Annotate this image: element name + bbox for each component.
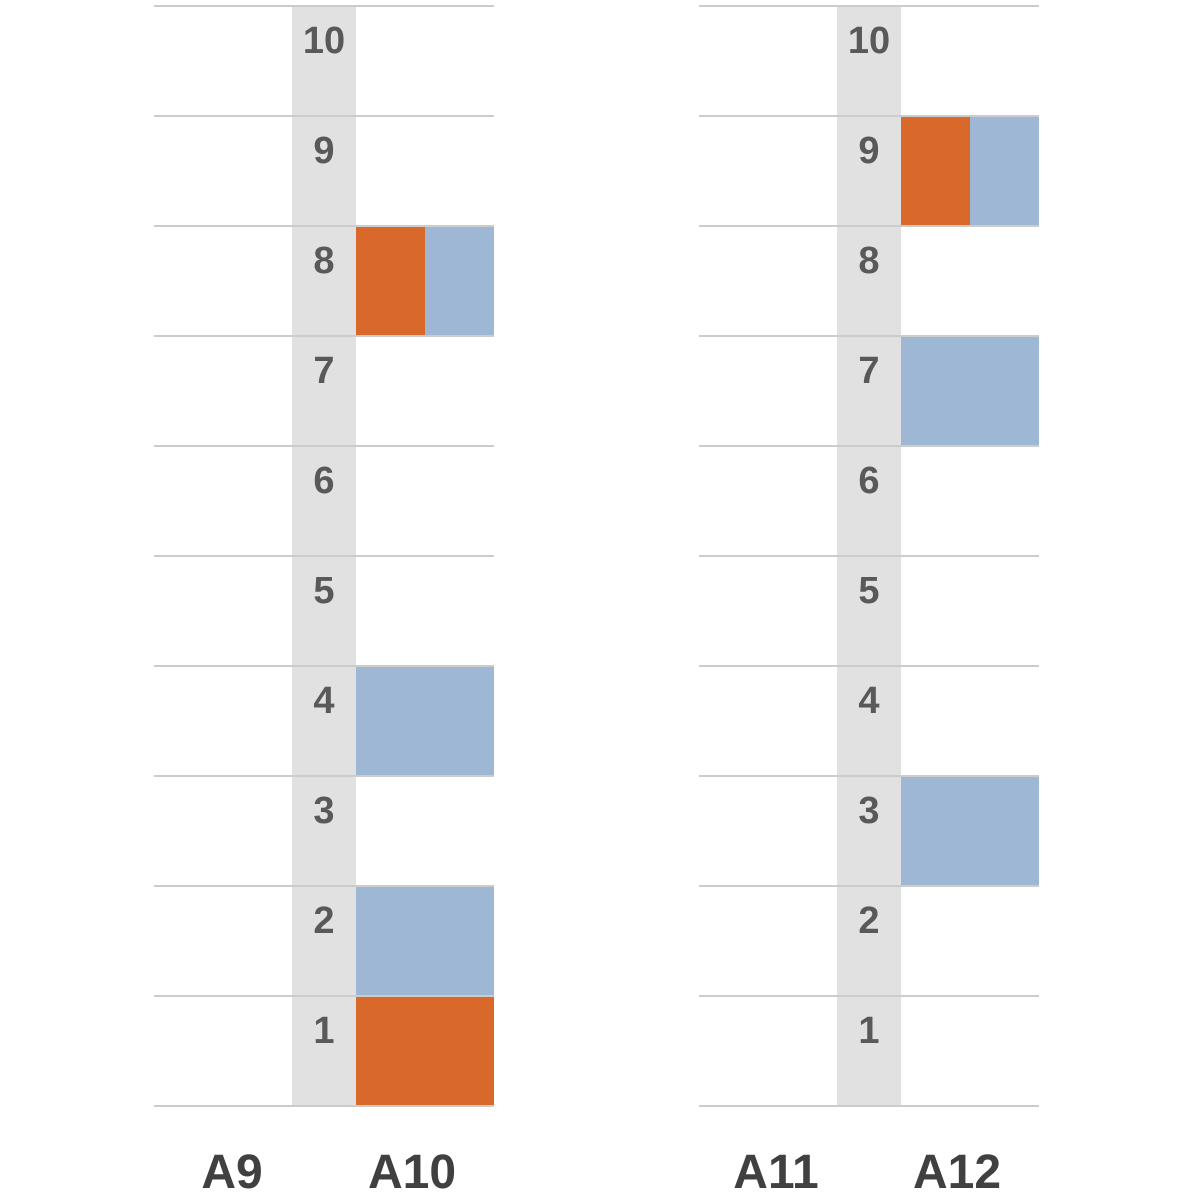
level-number-1: 1 [858, 1010, 879, 1052]
level-number-4: 4 [858, 680, 879, 722]
cell-level-9-blue [970, 116, 1039, 226]
column-label-a9: A9 [201, 1146, 262, 1192]
level-number-8: 8 [313, 240, 334, 282]
column-group-a9-a10: 1 2 3 4 5 6 7 8 9 10 A9 A10 [154, 5, 494, 1192]
column-group-a11-a12: 1 2 3 4 5 6 7 8 9 10 A11 A12 [699, 5, 1039, 1192]
cell-level-1-orange [356, 996, 494, 1106]
level-number-10: 10 [848, 20, 890, 62]
level-number-9: 9 [858, 130, 879, 172]
level-number-2: 2 [313, 900, 334, 942]
level-number-10: 10 [303, 20, 345, 62]
level-number-9: 9 [313, 130, 334, 172]
cell-level-9-orange [901, 116, 970, 226]
cell-level-3-blue [901, 776, 1039, 886]
cell-level-8-blue [425, 226, 494, 336]
grid-layer: 1 2 3 4 5 6 7 8 9 10 [154, 5, 494, 1107]
cell-level-2-blue [356, 886, 494, 996]
cell-level-7-blue [901, 336, 1039, 446]
column-label-a10: A10 [368, 1146, 456, 1192]
level-number-5: 5 [313, 570, 334, 612]
column-label-a11: A11 [733, 1146, 818, 1192]
column-label-a12: A12 [913, 1146, 1001, 1192]
level-number-6: 6 [313, 460, 334, 502]
cell-level-8-orange [356, 226, 425, 336]
level-number-2: 2 [858, 900, 879, 942]
level-number-1: 1 [313, 1010, 334, 1052]
level-number-8: 8 [858, 240, 879, 282]
grid-layer: 1 2 3 4 5 6 7 8 9 10 [699, 5, 1039, 1107]
level-number-6: 6 [858, 460, 879, 502]
level-number-7: 7 [313, 350, 334, 392]
level-number-3: 3 [858, 790, 879, 832]
level-number-3: 3 [313, 790, 334, 832]
level-number-4: 4 [313, 680, 334, 722]
level-number-7: 7 [858, 350, 879, 392]
level-number-5: 5 [858, 570, 879, 612]
cell-level-4-blue [356, 666, 494, 776]
